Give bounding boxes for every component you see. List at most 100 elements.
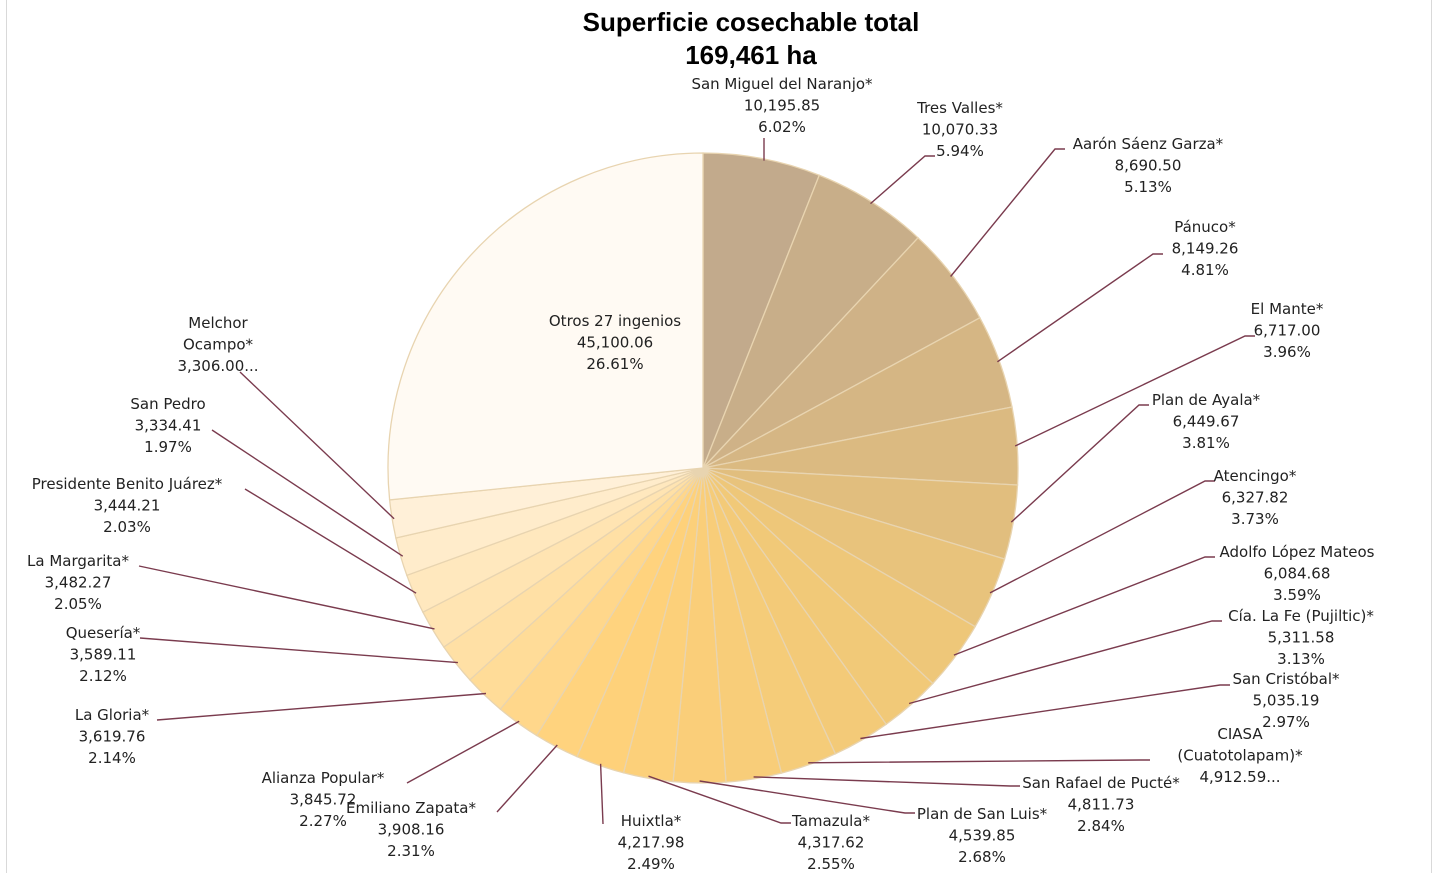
slice-label-name: Alianza Popular*: [262, 769, 385, 787]
slice-label-name: Ocampo*: [183, 336, 254, 354]
slice-label-percent: 1.97%: [144, 438, 192, 456]
leader-line: [139, 637, 458, 664]
slice-label-percent: 2.27%: [299, 812, 347, 830]
slice-label-name: Emiliano Zapata*: [346, 799, 476, 817]
leader-line: [648, 775, 791, 824]
slice-label-value: 4,811.73: [1068, 796, 1135, 814]
slice-label-value: 5,311.58: [1268, 629, 1335, 647]
slice-label-percent: 2.84%: [1077, 817, 1125, 835]
slice-label-value: 3,482.27: [45, 574, 112, 592]
slice-label-value: 6,449.67: [1173, 413, 1240, 431]
slice-label-percent: 3.81%: [1182, 434, 1230, 452]
slice-label-percent: 2.68%: [958, 848, 1006, 866]
leader-line: [950, 148, 1065, 277]
slice-label-percent: 2.55%: [807, 855, 855, 873]
slice-label-name: San Rafael de Pucté*: [1022, 774, 1180, 792]
leader-line: [953, 556, 1215, 656]
slice-label-value: 10,195.85: [744, 97, 820, 115]
leader-line: [908, 620, 1222, 705]
slice-label-value: 8,690.50: [1115, 157, 1182, 175]
slice-label-value: 4,539.85: [949, 827, 1016, 845]
pie-slices: [387, 152, 1019, 784]
slice-label-name: Tamazula*: [791, 812, 870, 830]
slice-label-name: San Miguel del Naranjo*: [691, 75, 873, 93]
slice-label-value: 3,845.72: [290, 791, 357, 809]
slice-label-value: 3,444.21: [94, 497, 161, 515]
slice-label-value: 3,589.11: [70, 646, 137, 664]
leader-line: [1010, 404, 1149, 523]
chart-subtitle: 169,461 ha: [685, 40, 817, 70]
slice-label-percent: 5.94%: [936, 142, 984, 160]
leader-line: [989, 480, 1215, 594]
pie-slice: [387, 152, 704, 501]
leader-line: [860, 684, 1230, 740]
chart-title: Superficie cosechable total: [583, 7, 920, 37]
leader-line: [599, 763, 604, 825]
slice-label-value: 6,717.00: [1254, 322, 1321, 340]
slice-label-value: 3,619.76: [79, 728, 146, 746]
slice-label-name: Adolfo López Mateos: [1220, 543, 1375, 561]
slice-label-value: 8,149.26: [1172, 240, 1239, 258]
slice-label-value: 5,035.19: [1253, 692, 1320, 710]
leader-line: [870, 155, 935, 205]
leader-line: [138, 565, 435, 630]
leader-line: [211, 429, 404, 557]
pie-slice: [702, 152, 821, 469]
leader-line: [239, 371, 395, 520]
slice-label-value: 3,908.16: [378, 821, 445, 839]
slice-label-percent: 4.81%: [1181, 261, 1229, 279]
slice-label-percent: 2.05%: [54, 595, 102, 613]
slice-label-value: 3,306.00...: [177, 357, 258, 375]
leader-line: [406, 720, 520, 784]
leader-line: [753, 776, 1020, 787]
slice-label-name: Huixtla*: [621, 812, 682, 830]
slice-label-name: San Cristóbal*: [1232, 670, 1340, 688]
slice-label-percent: 3.73%: [1231, 510, 1279, 528]
slice-label-percent: 3.96%: [1263, 343, 1311, 361]
slice-label-name: San Pedro: [130, 395, 205, 413]
leader-line: [699, 780, 915, 814]
slice-label-percent: 2.31%: [387, 842, 435, 860]
slice-label-percent: 26.61%: [586, 355, 643, 373]
slice-label-percent: 5.13%: [1124, 178, 1172, 196]
slice-label-name: Pánuco*: [1174, 218, 1236, 236]
slice-label-value: 4,317.62: [798, 834, 865, 852]
leader-line: [496, 744, 558, 813]
slice-label-name: (Cuatotolapam)*: [1177, 747, 1303, 765]
slice-labels: San Miguel del Naranjo* 10,195.85 6.02% Tre…: [27, 75, 1375, 873]
slice-label-name: Quesería*: [66, 624, 141, 642]
slice-label-name: Plan de San Luis*: [917, 805, 1048, 823]
slice-label-value: 6,084.68: [1264, 565, 1331, 583]
slice-label-percent: 2.12%: [79, 667, 127, 685]
leader-line: [244, 488, 417, 594]
slice-label-name: Aarón Sáenz Garza*: [1073, 135, 1224, 153]
slice-label-name: Cía. La Fe (Pujiltic)*: [1228, 607, 1374, 625]
leader-line: [1014, 335, 1255, 447]
slice-label-name: Melchor: [188, 314, 248, 332]
slice-label-percent: 2.49%: [627, 855, 675, 873]
slice-label-name: La Margarita*: [27, 552, 129, 570]
slice-label-percent: 2.97%: [1262, 713, 1310, 731]
slice-label-percent: 3.59%: [1273, 586, 1321, 604]
slice-label-name: Atencingo*: [1214, 467, 1297, 485]
leader-line: [808, 759, 1150, 764]
slice-label-name: Otros 27 ingenios: [549, 312, 681, 330]
slice-label-value: 3,334.41: [135, 417, 202, 435]
slice-label-value: 6,327.82: [1222, 489, 1289, 507]
slice-label-percent: 2.03%: [103, 518, 151, 536]
slice-label-name: La Gloria*: [75, 706, 150, 724]
slice-label-value: 45,100.06: [577, 334, 653, 352]
slice-label-name: Plan de Ayala*: [1152, 391, 1261, 409]
slice-label-value: 4,217.98: [618, 834, 685, 852]
leader-line: [997, 253, 1163, 363]
slice-label-value: 10,070.33: [922, 121, 998, 139]
slice-label-percent: 2.14%: [88, 749, 136, 767]
slice-label-value: 4,912.59...: [1199, 768, 1280, 786]
leader-line: [156, 692, 487, 721]
slice-label-name: El Mante*: [1251, 300, 1324, 318]
leader-lines: [138, 138, 1255, 825]
slice-label-name: CIASA: [1217, 725, 1263, 743]
chart-frame: [6, 0, 1432, 873]
slice-label-name: Tres Valles*: [916, 99, 1003, 117]
